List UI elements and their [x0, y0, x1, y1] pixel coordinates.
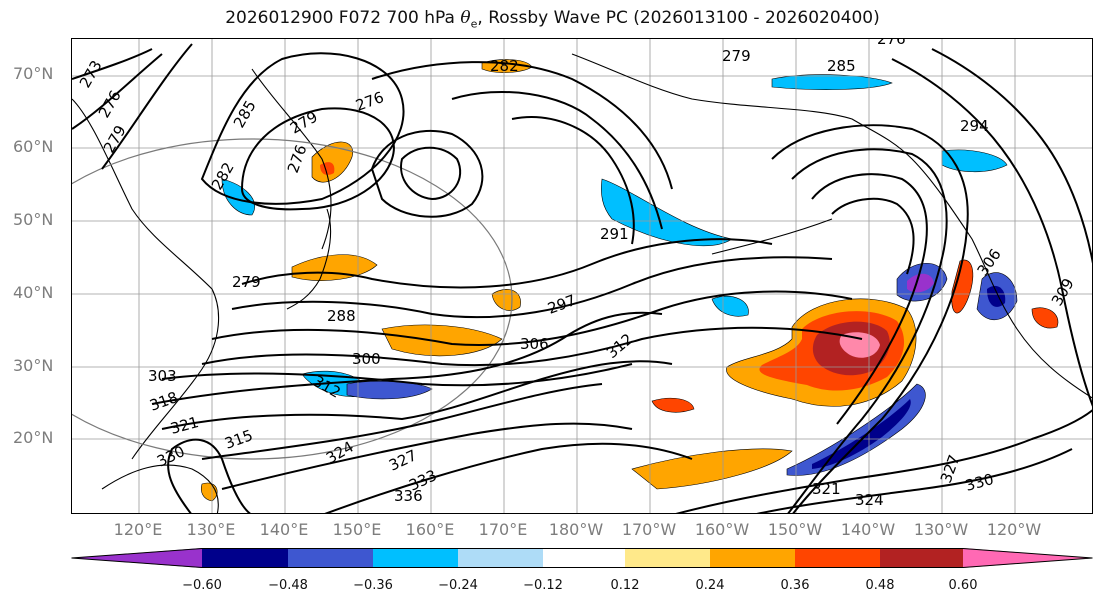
contour-label: 312: [603, 330, 637, 362]
colorbar-swatch: [71, 548, 202, 568]
map-canvas: 273 276 279 282 285 279 276 276 282 279 …: [72, 39, 1092, 513]
lon-label: 180°W: [548, 520, 604, 539]
lon-label: 160°W: [694, 520, 750, 539]
contour-label: 306: [520, 335, 549, 353]
coastlines: [72, 53, 1092, 513]
lat-label: 40°N: [13, 283, 54, 302]
colorbar-label: 0.48: [865, 578, 895, 593]
lon-label: 160°E: [405, 520, 455, 539]
contour-label: 276: [95, 87, 125, 121]
lon-label: 170°E: [478, 520, 528, 539]
contour-label: 279: [287, 108, 321, 138]
colorbar-label: −0.12: [523, 578, 563, 593]
contour-label: 318: [147, 388, 180, 415]
contour-label: 303: [148, 367, 177, 385]
map-title: 2026012900 F072 700 hPa θe, Rossby Wave …: [225, 8, 880, 31]
colorbar-swatch: [625, 548, 710, 568]
lon-label: 140°W: [840, 520, 896, 539]
colorbar-swatch: [880, 548, 963, 568]
region-outline: [72, 138, 513, 460]
contour-label: 327: [937, 452, 964, 485]
contour-label: 324: [855, 491, 884, 509]
contour-label: 315: [222, 426, 255, 453]
lon-label: 140°E: [259, 520, 309, 539]
colorbar-swatch: [710, 548, 795, 568]
colorbar-outline: [71, 548, 1093, 568]
colorbar-label: −0.36: [353, 578, 393, 593]
colorbar-label: −0.48: [268, 578, 308, 593]
lat-label: 50°N: [13, 210, 54, 229]
contour-label: 321: [168, 413, 200, 438]
shaded-anomalies: [201, 59, 1059, 502]
colorbar-swatch: [373, 548, 458, 568]
contour-label: 279: [232, 273, 261, 291]
contour-label: 321: [812, 480, 841, 498]
contour-label: 279: [722, 47, 751, 65]
colorbar-swatches: [71, 548, 1093, 568]
lon-label: 150°E: [332, 520, 382, 539]
colorbar-swatch: [963, 548, 1093, 568]
contour-label: 297: [545, 291, 578, 318]
lat-label: 70°N: [13, 64, 54, 83]
contour-label: 285: [827, 57, 856, 75]
colorbar-swatch: [543, 548, 625, 568]
contour-label: 285: [230, 97, 260, 131]
contour-label: 276: [877, 39, 906, 48]
contour-label: 288: [327, 307, 356, 325]
lat-label: 30°N: [13, 356, 54, 375]
colorbar-label: 0.24: [695, 578, 725, 593]
lon-label: 130°W: [913, 520, 969, 539]
lon-label: 150°W: [767, 520, 823, 539]
lon-label: 120°W: [986, 520, 1042, 539]
theta-e-contours: [72, 43, 1092, 513]
colorbar-swatch: [202, 548, 288, 568]
contour-label: 336: [394, 487, 423, 505]
colorbar-label: 0.60: [948, 578, 978, 593]
lon-label: 170°W: [621, 520, 677, 539]
colorbar-swatch: [795, 548, 880, 568]
map-panel: 273 276 279 282 285 279 276 276 282 279 …: [71, 38, 1093, 514]
colorbar-swatch: [458, 548, 543, 568]
contour-label: 309: [1048, 275, 1078, 309]
colorbar: [71, 548, 1093, 572]
lon-label: 120°E: [113, 520, 163, 539]
contour-label: 300: [352, 350, 381, 368]
contour-label: 291: [600, 225, 629, 243]
lat-label: 60°N: [13, 137, 54, 156]
colorbar-label: 0.12: [610, 578, 640, 593]
lon-label: 130°E: [186, 520, 236, 539]
contour-label: 276: [284, 142, 311, 175]
contour-label: 282: [490, 57, 519, 75]
colorbar-label: 0.36: [780, 578, 810, 593]
lat-label: 20°N: [13, 428, 54, 447]
contour-label: 330: [963, 470, 995, 495]
colorbar-swatch: [288, 548, 373, 568]
contour-label: 294: [960, 117, 989, 135]
contour-label: 273: [76, 57, 106, 91]
colorbar-label: −0.60: [182, 578, 222, 593]
colorbar-label: −0.24: [438, 578, 478, 593]
